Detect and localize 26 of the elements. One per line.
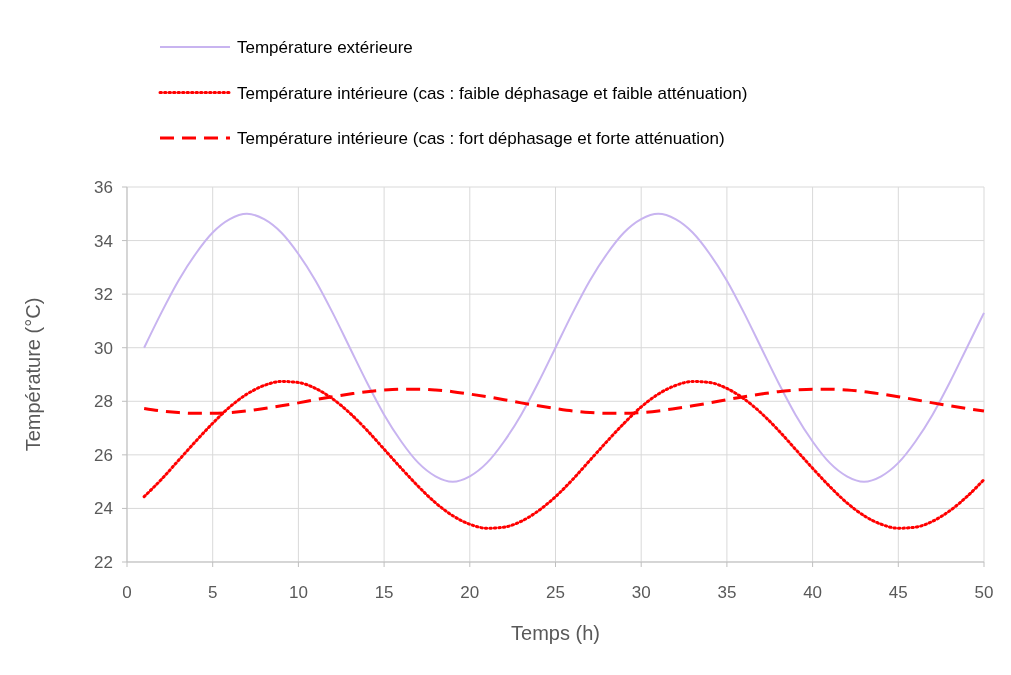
x-tick-label: 20 [460, 583, 480, 602]
x-tick-label: 10 [288, 583, 308, 602]
x-tick-label: 40 [803, 583, 823, 602]
y-tick-label: 28 [94, 392, 113, 412]
x-tick-label: 15 [374, 583, 394, 602]
y-axis-title: Température (°C) [22, 297, 44, 452]
y-tick-label: 26 [94, 445, 113, 465]
legend-label: Température extérieure [237, 38, 413, 57]
legend-label: Température intérieure (cas : faible déphasage et faible atténuation) [237, 83, 748, 103]
x-tick-label: 25 [546, 583, 565, 602]
legend-label: Température intérieure (cas : fort déphasage et forte atténuation) [237, 129, 725, 148]
x-axis-title: Temps (h) [511, 622, 600, 644]
x-tick-label: 50 [974, 583, 994, 602]
x-tick-label: 45 [888, 583, 908, 602]
x-tick-label: 5 [207, 583, 218, 602]
y-tick-label: 36 [94, 178, 113, 197]
y-tick-label: 30 [94, 338, 113, 358]
line-series [142, 379, 986, 530]
line-series [143, 212, 985, 483]
x-tick-label: 0 [122, 583, 132, 602]
y-tick-label: 22 [94, 553, 113, 572]
x-tick-label: 35 [717, 583, 737, 602]
y-tick-label: 32 [94, 285, 113, 305]
x-tick-label: 30 [631, 583, 651, 602]
y-tick-label: 24 [94, 499, 113, 519]
y-tick-label: 34 [94, 231, 113, 251]
